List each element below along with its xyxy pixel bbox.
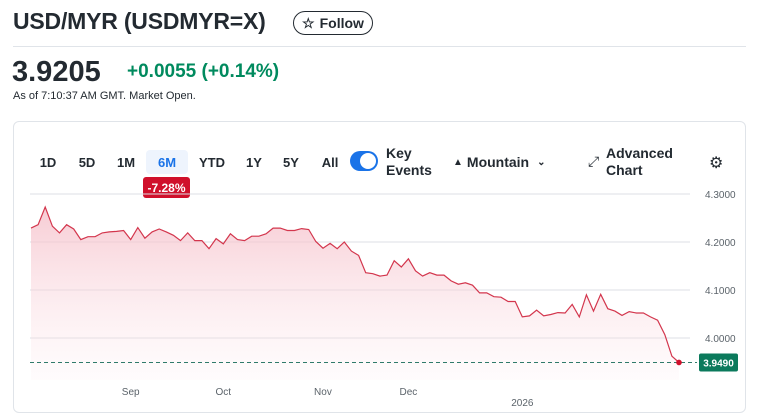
x-tick-label: 2026 [511,398,534,409]
x-tick-label: Sep [122,387,140,398]
expand-icon: ⤢ [588,153,600,169]
chart-type-dropdown[interactable]: ▲ Mountain ⌄ [453,154,546,171]
divider [13,46,746,47]
area-fill [31,207,679,380]
last-point [676,359,682,366]
follow-label: Follow [319,15,364,31]
y-tick-label: 4.0000 [705,334,736,345]
advanced-line1: Advanced [606,145,673,161]
range-1m[interactable]: 1M [116,154,136,170]
range-change-badge: -7.28% [143,177,190,198]
page-title: USD/MYR (USDMYR=X) [13,8,266,34]
last-price-label: 3.9490 [703,358,734,369]
x-tick-label: Nov [314,387,332,398]
y-tick-label: 4.1000 [705,286,736,297]
range-5y[interactable]: 5Y [283,154,299,170]
chart-type-label: Mountain [466,154,530,170]
advanced-line2: Chart [606,162,643,178]
price-change: +0.0055 (+0.14%) [127,61,280,82]
as-of-timestamp: As of 7:10:37 AM GMT. Market Open. [13,90,196,102]
gear-icon[interactable]: ⚙ [709,155,724,172]
price-line [30,205,680,363]
key-events-label: Key Events [386,145,432,179]
x-tick-label: Oct [215,387,231,398]
x-tick-label: Dec [400,387,418,398]
y-tick-label: 4.2000 [705,238,736,249]
key-events-line2: Events [386,162,432,178]
last-price-badge [699,353,738,372]
follow-button[interactable]: ☆ Follow [293,11,373,35]
star-icon: ☆ [302,14,315,31]
range-1y[interactable]: 1Y [246,154,262,170]
advanced-chart-button[interactable]: Advanced Chart [606,145,673,179]
key-events-line1: Key [386,145,412,161]
range-5d[interactable]: 5D [78,154,96,170]
range-1d[interactable]: 1D [39,154,57,170]
chart-card [13,121,746,413]
range-ytd[interactable]: YTD [199,154,225,170]
key-events-toggle[interactable] [350,151,378,171]
y-tick-label: 4.3000 [705,190,736,201]
chevron-down-icon: ⌄ [537,157,546,168]
price: 3.9205 [12,56,101,88]
range-all[interactable]: All [321,154,339,170]
range-6m[interactable]: 6M [146,150,188,174]
mountain-icon: ▲ [453,157,463,168]
